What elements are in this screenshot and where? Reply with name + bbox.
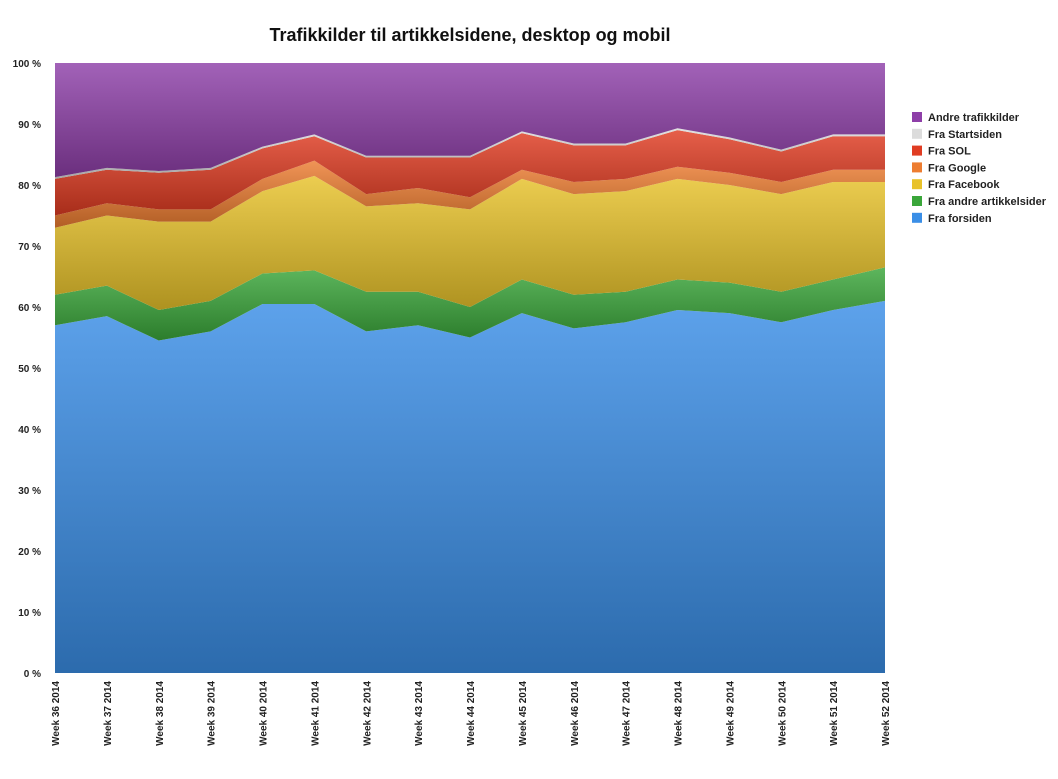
plot-areas (55, 63, 885, 673)
y-tick-label: 100 % (13, 59, 41, 70)
area-fra-sol (55, 130, 885, 216)
legend-swatch (912, 145, 922, 156)
x-tick-label: Week 47 2014 (622, 681, 633, 746)
x-tick-label: Week 46 2014 (570, 681, 581, 746)
legend-swatch (912, 128, 922, 139)
y-tick-label: 60 % (18, 303, 41, 314)
x-tick-label: Week 48 2014 (674, 681, 685, 746)
area-fra-andre-artikkelsider (55, 267, 885, 341)
legend-label: Fra Google (928, 162, 986, 174)
x-tick-label: Week 43 2014 (414, 681, 425, 746)
y-tick-label: 20 % (18, 547, 41, 558)
legend-swatch (912, 196, 922, 206)
legend-label: Fra Facebook (928, 179, 1000, 191)
y-axis-ticks: 0 % 10 % 20 % 30 % 40 % 50 % 60 % 70 % 80 % 90 % 1… (13, 59, 41, 680)
y-tick-label: 0 % (24, 669, 41, 680)
x-tick-label: Week 50 2014 (777, 681, 788, 746)
y-tick-label: 80 % (18, 181, 41, 192)
x-tick-label: Week 42 2014 (362, 681, 373, 746)
x-tick-label: Week 45 2014 (518, 681, 529, 746)
y-tick-label: 90 % (18, 120, 41, 131)
y-tick-label: 30 % (18, 486, 41, 497)
x-tick-label: Week 49 2014 (725, 681, 736, 746)
legend-swatch (912, 212, 922, 223)
x-tick-label: Week 44 2014 (466, 681, 477, 746)
legend-label: Fra SOL (928, 146, 971, 158)
legend-label: Fra forsiden (928, 213, 992, 225)
legend-label: Fra Startsiden (928, 129, 1002, 141)
area-fra-forsiden (55, 300, 885, 673)
x-tick-label: Week 38 2014 (155, 681, 166, 746)
y-tick-label: 70 % (18, 242, 41, 253)
legend-swatch (912, 162, 922, 173)
x-tick-label: Week 39 2014 (207, 681, 218, 746)
y-tick-label: 10 % (18, 608, 41, 619)
chart-title: Trafikkilder til artikkelsidene, desktop… (269, 25, 670, 45)
x-tick-label: Week 40 2014 (259, 681, 270, 746)
area-fra-facebook (55, 175, 885, 311)
legend-swatch (912, 179, 922, 190)
area-fra-google (55, 160, 885, 228)
legend: Andre trafikkilder Fra Startsiden Fra SOL F… (912, 112, 1047, 225)
x-tick-label: Week 37 2014 (103, 681, 114, 746)
y-tick-label: 40 % (18, 425, 41, 436)
area-andre-trafikkilder (55, 63, 885, 178)
legend-label: Fra andre artikkelsider (928, 196, 1047, 208)
legend-swatch (912, 112, 922, 122)
x-tick-label: Week 51 2014 (829, 681, 840, 746)
x-axis-ticks: Week 36 2014 Week 37 2014 Week 38 2014 Week… (51, 681, 892, 746)
x-tick-label: Week 36 2014 (51, 681, 62, 746)
x-tick-label: Week 41 2014 (310, 681, 321, 746)
legend-label: Andre trafikkilder (928, 112, 1020, 124)
y-tick-label: 50 % (18, 364, 41, 375)
x-tick-label: Week 52 2014 (881, 681, 892, 746)
